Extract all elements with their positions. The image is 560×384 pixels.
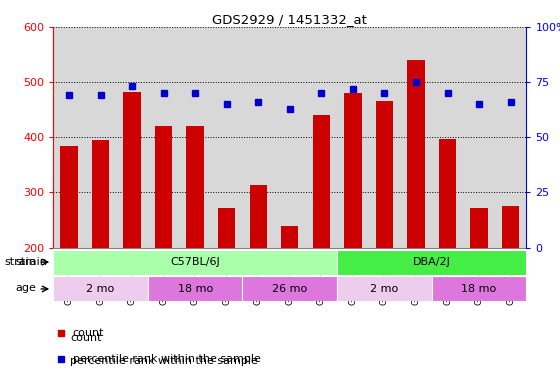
- Text: DBA/2J: DBA/2J: [413, 257, 451, 267]
- Bar: [123, 92, 141, 248]
- Bar: [250, 185, 267, 248]
- Text: C57BL/6J: C57BL/6J: [170, 257, 220, 267]
- Text: percentile rank within the sample: percentile rank within the sample: [73, 354, 260, 364]
- Bar: [439, 139, 456, 248]
- Bar: [186, 126, 204, 248]
- Text: 18 mo: 18 mo: [461, 284, 497, 294]
- Bar: [337, 250, 526, 275]
- Text: strain: strain: [4, 257, 36, 266]
- Bar: [376, 101, 393, 248]
- Title: GDS2929 / 1451332_at: GDS2929 / 1451332_at: [212, 13, 367, 26]
- Text: 26 mo: 26 mo: [272, 284, 307, 294]
- Text: count: count: [73, 328, 104, 338]
- Bar: [242, 276, 337, 301]
- Text: count: count: [70, 333, 101, 343]
- Text: percentile rank within the sample: percentile rank within the sample: [70, 356, 258, 366]
- Bar: [53, 250, 337, 275]
- Bar: [53, 276, 148, 301]
- Bar: [148, 276, 242, 301]
- Text: 2 mo: 2 mo: [370, 284, 399, 294]
- Bar: [344, 93, 362, 248]
- Bar: [470, 209, 488, 248]
- Bar: [407, 60, 424, 248]
- Bar: [432, 276, 526, 301]
- Text: 2 mo: 2 mo: [86, 284, 115, 294]
- Text: 18 mo: 18 mo: [178, 284, 213, 294]
- Bar: [92, 140, 109, 248]
- Text: strain: strain: [16, 257, 48, 267]
- Bar: [281, 226, 298, 248]
- Bar: [218, 208, 235, 248]
- Bar: [337, 276, 432, 301]
- Bar: [60, 146, 78, 248]
- Bar: [502, 206, 519, 248]
- Bar: [155, 126, 172, 248]
- Bar: [312, 115, 330, 248]
- Text: age: age: [15, 283, 36, 293]
